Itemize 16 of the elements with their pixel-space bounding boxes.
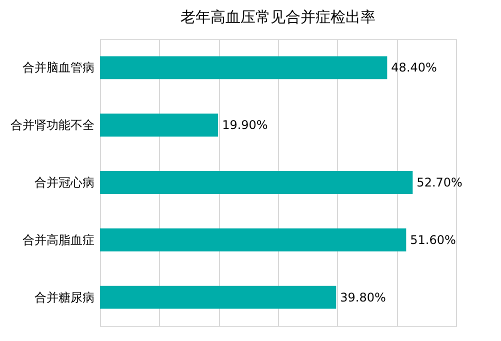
y-tick-label: 合并脑血管病	[22, 60, 94, 75]
data-label: 39.80%	[340, 290, 386, 304]
y-tick-label: 合并高脂血症	[22, 232, 94, 247]
bar	[100, 171, 413, 194]
bar	[100, 114, 218, 137]
y-tick-label: 合并肾功能不全	[10, 118, 94, 132]
bar	[100, 56, 388, 80]
data-label: 52.70%	[416, 176, 462, 190]
y-tick-label: 合并冠心病	[34, 176, 94, 190]
chart-title: 老年高血压常见合并症检出率	[180, 8, 376, 26]
y-tick-label: 合并糖尿病	[34, 290, 94, 304]
bar	[100, 228, 406, 252]
data-label: 48.40%	[391, 60, 437, 75]
data-label: 19.90%	[222, 118, 268, 132]
data-label: 51.60%	[410, 232, 456, 247]
bar	[100, 286, 336, 309]
